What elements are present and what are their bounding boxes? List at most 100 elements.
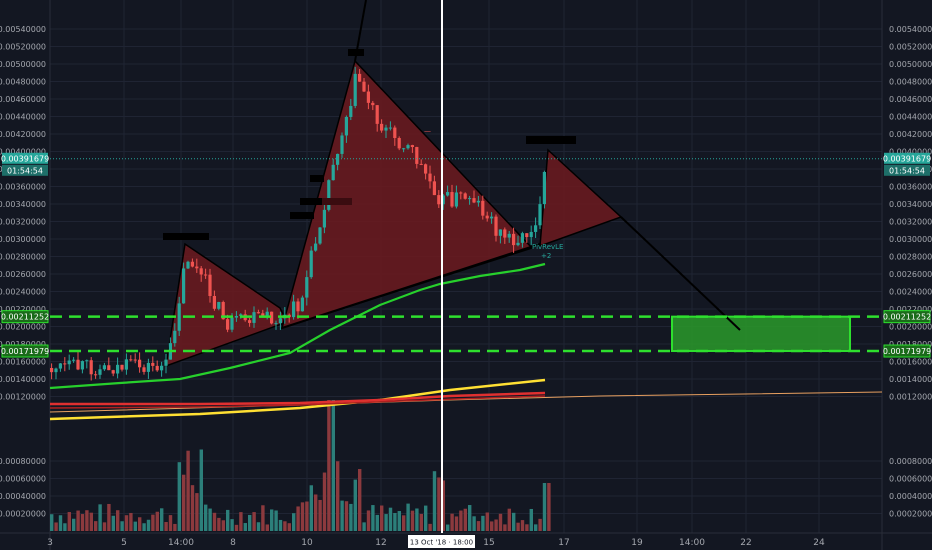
y-tick-label-left: 0.00120000 bbox=[0, 393, 46, 402]
candle-body bbox=[454, 192, 458, 207]
volume-bar bbox=[476, 521, 481, 531]
candle-body bbox=[534, 225, 538, 232]
volume-bar bbox=[270, 509, 274, 531]
volume-bar bbox=[419, 513, 423, 531]
y-tick-label-left: 0.00480000 bbox=[0, 78, 46, 87]
last-price-tag-right bbox=[884, 152, 930, 164]
candle-body bbox=[177, 303, 181, 331]
candle-body bbox=[542, 171, 546, 205]
volume-bar bbox=[292, 513, 296, 531]
candle-body bbox=[217, 302, 221, 309]
volume-bar bbox=[397, 511, 401, 531]
candle-body bbox=[309, 250, 313, 278]
candle-body bbox=[384, 127, 388, 131]
candle-body bbox=[322, 209, 326, 228]
candle-body bbox=[344, 116, 348, 136]
y-tick-label-right: 0.00520000 bbox=[889, 43, 932, 52]
right-price-axis[interactable]: 0.00540000 0.00520000 0.00500000 0.00480000… bbox=[889, 25, 932, 519]
volume-bar bbox=[212, 512, 217, 531]
volume-bar bbox=[490, 521, 494, 531]
target-zone[interactable] bbox=[671, 315, 851, 353]
candle-body bbox=[102, 365, 106, 370]
candle-body bbox=[362, 81, 366, 92]
volume-bar bbox=[485, 512, 489, 531]
volume-bar bbox=[375, 514, 379, 531]
x-tick-label: 15 bbox=[483, 538, 494, 548]
volume-bar bbox=[393, 513, 397, 531]
black-marker-bars bbox=[163, 49, 576, 240]
y-tick-label-left: 0.00520000 bbox=[0, 43, 46, 52]
candle-body bbox=[124, 359, 128, 370]
candle-body bbox=[375, 105, 379, 124]
candle-body bbox=[529, 231, 533, 238]
volume-bar bbox=[177, 462, 181, 531]
volume-bar bbox=[296, 506, 300, 531]
y-tick-label-right: 0.00180000 bbox=[889, 340, 932, 349]
candle-body bbox=[85, 360, 89, 362]
volume-bar bbox=[459, 510, 463, 531]
candle-body bbox=[481, 200, 485, 216]
ma-red-line bbox=[50, 391, 546, 406]
y-tick-label-left: 0.00400000 bbox=[0, 148, 46, 157]
candle-body bbox=[410, 145, 414, 148]
candle-body bbox=[318, 227, 322, 244]
volume-bar bbox=[129, 512, 133, 531]
volume-bar bbox=[336, 461, 340, 531]
volume-bar bbox=[199, 449, 203, 531]
x-tick-label: 14:00 bbox=[168, 538, 194, 548]
candle-body bbox=[72, 359, 76, 361]
y-tick-label-right: 0.00280000 bbox=[889, 253, 932, 262]
marker-bar bbox=[300, 198, 322, 205]
y-tick-label-left: 0.00240000 bbox=[0, 288, 46, 297]
y-tick-label-left: 0.00180000 bbox=[0, 340, 46, 349]
marker-bar bbox=[290, 212, 314, 219]
y-tick-label-left: 0.00340000 bbox=[0, 200, 46, 209]
volume-bar bbox=[424, 505, 428, 531]
y-tick-label-left: 0.00260000 bbox=[0, 270, 46, 279]
candle-body bbox=[116, 364, 120, 374]
candle-body bbox=[133, 359, 137, 361]
candle-body bbox=[516, 242, 520, 246]
candle-body bbox=[353, 73, 357, 106]
volume-bar bbox=[230, 519, 234, 531]
y-tick-label-left: 0.00540000 bbox=[0, 25, 46, 34]
volume-bar bbox=[182, 474, 186, 531]
volume-bar bbox=[432, 471, 437, 531]
candle-body bbox=[129, 359, 133, 361]
y-tick-label-left: 0.00020000 bbox=[0, 510, 46, 519]
candle-body bbox=[494, 216, 498, 236]
candle-body bbox=[190, 261, 194, 267]
volume-bar bbox=[358, 469, 362, 531]
countdown-tag-left bbox=[2, 164, 48, 176]
candle-body bbox=[331, 164, 335, 181]
y-tick-label-left: 0.00140000 bbox=[0, 375, 46, 384]
candle-body bbox=[248, 320, 252, 323]
candle-body bbox=[498, 229, 502, 236]
volume-bar bbox=[371, 505, 375, 531]
last-price-tag-left bbox=[2, 152, 48, 164]
volume-bar bbox=[124, 515, 129, 531]
volume-bar bbox=[138, 517, 142, 531]
short-signal-label: — bbox=[424, 127, 431, 135]
triangle-patterns bbox=[165, 59, 623, 368]
level-tag-left bbox=[1, 310, 49, 324]
candle-body bbox=[366, 91, 370, 103]
volume-bar bbox=[265, 524, 269, 531]
time-axis[interactable]: 3 5 14:00 8 10 12 15 17 19 14:00 22 24 13 Oct '18 · … bbox=[47, 535, 825, 548]
volume-bar bbox=[151, 514, 155, 531]
horizontal-levels[interactable] bbox=[50, 315, 882, 353]
candle-body bbox=[230, 317, 234, 330]
marker-bar-dark bbox=[322, 198, 352, 205]
volume-bar bbox=[309, 485, 313, 531]
candle-body bbox=[212, 295, 216, 309]
volume-bar bbox=[221, 520, 225, 531]
y-tick-label-left: 0.00080000 bbox=[0, 457, 46, 466]
y-tick-label-right: 0.00120000 bbox=[889, 393, 932, 402]
y-tick-label-right: 0.00440000 bbox=[889, 113, 932, 122]
candle-body bbox=[300, 297, 304, 312]
candle-body bbox=[278, 318, 282, 324]
candle-body bbox=[204, 274, 208, 276]
volume-bar bbox=[340, 500, 344, 531]
